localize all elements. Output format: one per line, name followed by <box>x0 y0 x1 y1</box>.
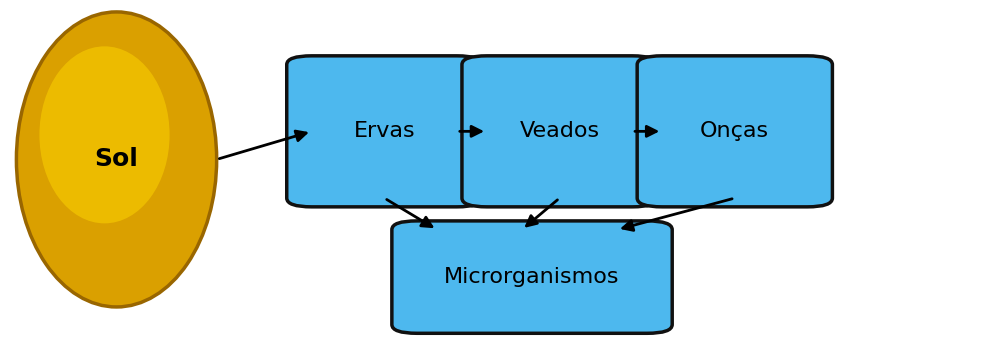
Ellipse shape <box>39 46 170 223</box>
FancyBboxPatch shape <box>287 56 481 207</box>
Text: Microrganismos: Microrganismos <box>444 267 619 287</box>
Text: Onças: Onças <box>699 121 768 141</box>
FancyBboxPatch shape <box>461 56 657 207</box>
FancyBboxPatch shape <box>391 221 672 333</box>
Text: Ervas: Ervas <box>353 121 415 141</box>
Text: Veados: Veados <box>519 121 599 141</box>
FancyBboxPatch shape <box>637 56 831 207</box>
Text: Sol: Sol <box>94 147 138 171</box>
Ellipse shape <box>16 12 217 307</box>
